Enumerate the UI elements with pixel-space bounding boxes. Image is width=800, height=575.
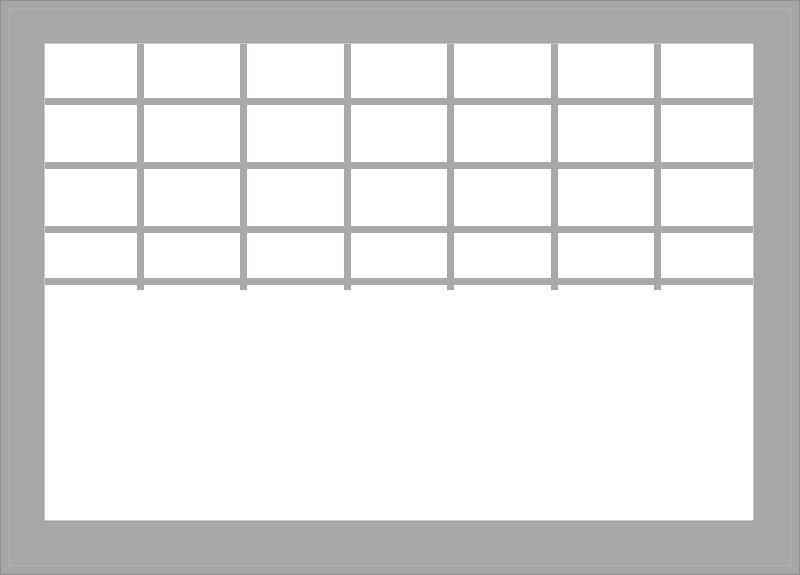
grille-bar — [45, 278, 753, 285]
grille — [45, 44, 753, 290]
grille-bar — [45, 162, 753, 169]
grille-bar — [45, 226, 753, 233]
grille-bar — [45, 98, 753, 105]
